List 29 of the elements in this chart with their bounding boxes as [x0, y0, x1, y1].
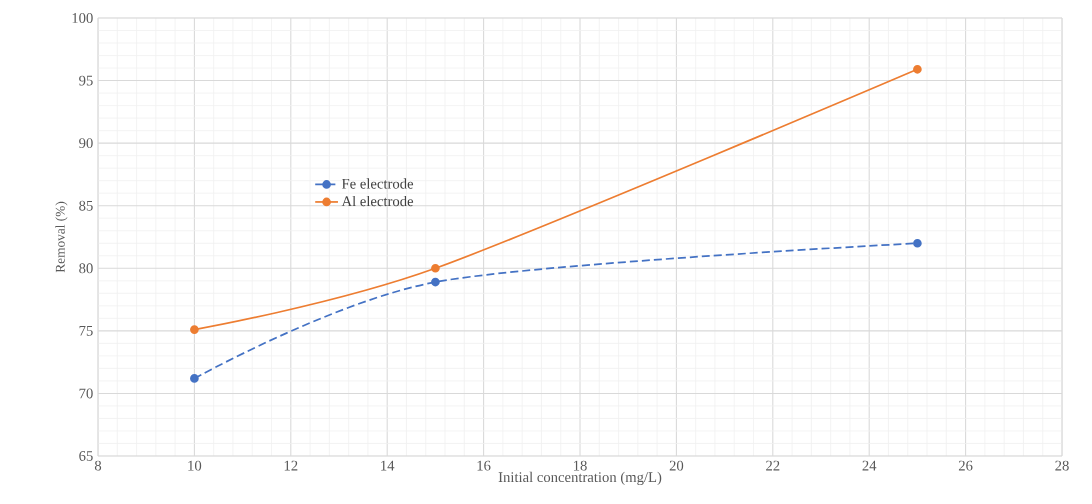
y-tick-label: 65 [79, 451, 93, 461]
y-tick-label: 80 [79, 263, 93, 274]
x-tick-label: 26 [958, 460, 973, 471]
point [913, 64, 922, 74]
x-tick-label: 18 [573, 460, 587, 471]
x-tick-label: 12 [284, 460, 298, 471]
point [913, 238, 922, 248]
x-tick-label: 10 [188, 460, 202, 471]
x-tick-label: 16 [477, 460, 491, 471]
y-tick-label: 75 [79, 325, 93, 336]
y-tick-label: 100 [72, 13, 93, 23]
x-tick-label: 14 [381, 460, 395, 471]
x-tick-label: 22 [766, 460, 780, 471]
point [190, 325, 199, 334]
y-axis-title: Removal (%) [55, 201, 68, 273]
y-tick-label: 85 [79, 200, 93, 211]
x-axis-title: Initial concentration (mg/L) [498, 471, 662, 486]
point [190, 374, 199, 383]
legend-label: Fe electrode [341, 178, 414, 189]
x-tick-label: 28 [1055, 460, 1069, 471]
legend-label: Al electrode [341, 195, 414, 207]
y-tick-label: 70 [79, 388, 93, 399]
x-tick-label: 8 [94, 460, 102, 471]
y-tick-label: 90 [79, 138, 93, 149]
point [431, 277, 440, 287]
x-tick-label: 24 [862, 460, 877, 471]
y-tick-label: 95 [79, 75, 93, 86]
point [431, 263, 440, 273]
x-tick-label: 20 [669, 460, 684, 471]
